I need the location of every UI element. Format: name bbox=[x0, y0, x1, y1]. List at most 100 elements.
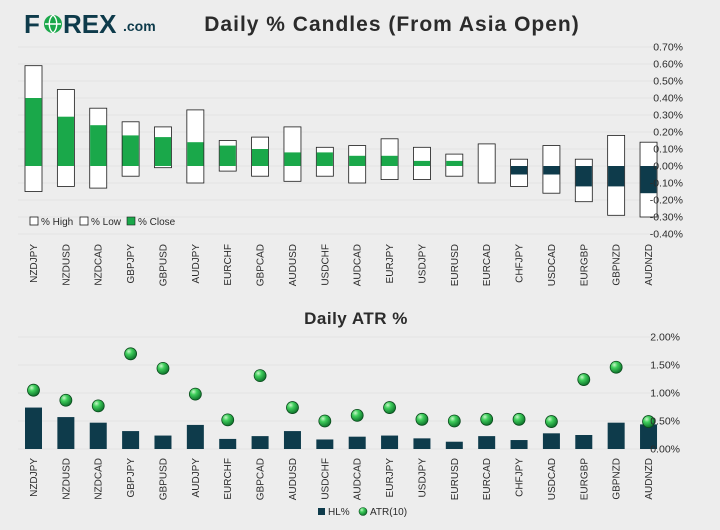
atr-hl-bar bbox=[381, 435, 399, 449]
candles-x-tick-label: USDCAD bbox=[547, 244, 558, 286]
atr-x-tick-label: AUDJPY bbox=[191, 458, 202, 498]
candles-gridlines bbox=[18, 46, 660, 235]
atr-x-tick-label: EURUSD bbox=[450, 458, 461, 500]
candles-y-tick-label: 0.60% bbox=[653, 59, 683, 71]
atr-x-tick-label: USDCAD bbox=[547, 458, 558, 500]
candles-y-tick-label: -0.40% bbox=[650, 229, 683, 241]
atr-y-tick-label: 1.50% bbox=[650, 360, 680, 372]
atr-point bbox=[642, 415, 655, 428]
atr-hl-bar bbox=[186, 424, 204, 449]
atr-x-tick-label: GBPCAD bbox=[256, 458, 267, 500]
atr-point bbox=[609, 360, 623, 374]
atr-hl-bar bbox=[89, 422, 107, 449]
atr-point bbox=[480, 412, 494, 426]
atr-x-tick-label: AUDNZD bbox=[644, 458, 655, 500]
atr-point bbox=[545, 415, 558, 428]
legend-hl-label: HL% bbox=[328, 507, 350, 518]
atr-x-tick-label: AUDCAD bbox=[353, 458, 364, 500]
candle-close-bar bbox=[446, 160, 463, 166]
atr-plot bbox=[25, 347, 658, 449]
atr-hl-bar bbox=[219, 438, 237, 449]
candle-close-bar bbox=[284, 152, 301, 166]
candles-y-tick-label: 0.40% bbox=[653, 93, 683, 105]
atr-point bbox=[286, 401, 299, 414]
candles-y-tick-label: 0.50% bbox=[653, 76, 683, 88]
atr-hl-bar bbox=[542, 433, 560, 449]
atr-x-tick-label: AUDUSD bbox=[288, 458, 299, 500]
candle-close-bar bbox=[219, 145, 236, 166]
atr-point bbox=[383, 401, 396, 414]
atr-hl-bar bbox=[25, 407, 42, 449]
candle-close-bar bbox=[608, 166, 625, 187]
candles-y-tick-label: 0.70% bbox=[653, 42, 683, 54]
candles-x-tick-label: AUDUSD bbox=[288, 244, 299, 286]
atr-hl-bar bbox=[251, 436, 269, 449]
candles-legend: % High % Low % Close bbox=[29, 216, 176, 228]
candles-x-tick-label: NZDCAD bbox=[94, 244, 105, 286]
candles-x-tick-label: GBPCAD bbox=[256, 244, 267, 286]
candles-x-tick-label: EURGBP bbox=[579, 244, 590, 287]
candles-x-tick-label: NZDJPY bbox=[29, 244, 40, 283]
atr-hl-bar bbox=[413, 438, 431, 449]
candle-close-bar bbox=[122, 135, 139, 166]
atr-x-tick-label: GBPUSD bbox=[158, 458, 169, 500]
candles-x-tick-label: AUDNZD bbox=[644, 244, 655, 286]
candles-chart-title: Daily % Candles (From Asia Open) bbox=[204, 13, 579, 36]
atr-x-axis: NZDJPY NZDUSD NZDCAD GBPJPY GBPUSD AUDJPY EURC… bbox=[29, 458, 655, 501]
atr-y-tick-label: 0.00% bbox=[650, 444, 680, 456]
candles-plot bbox=[24, 65, 658, 218]
candle-close-bar bbox=[57, 116, 74, 166]
atr-x-tick-label: NZDCAD bbox=[94, 458, 105, 500]
candles-x-tick-label: GBPNZD bbox=[612, 244, 623, 286]
legend-high-label: % High bbox=[41, 217, 73, 228]
atr-point bbox=[91, 399, 105, 413]
candles-y-tick-label: 0.10% bbox=[653, 144, 683, 156]
candles-x-tick-label: EURCHF bbox=[223, 244, 234, 286]
atr-chart-title: Daily ATR % bbox=[304, 309, 408, 328]
atr-point bbox=[124, 347, 138, 361]
legend-low-label: % Low bbox=[91, 217, 122, 228]
candle-close-bar bbox=[640, 166, 657, 194]
logo-globe-lines bbox=[45, 14, 61, 34]
legend-hl-swatch bbox=[318, 508, 325, 515]
atr-gridlines bbox=[18, 336, 660, 450]
atr-point bbox=[188, 387, 202, 401]
atr-legend: HL% ATR(10) bbox=[318, 507, 407, 518]
candles-y-tick-label: -0.20% bbox=[650, 195, 683, 207]
atr-point bbox=[318, 414, 332, 428]
candles-x-tick-label: GBPJPY bbox=[126, 244, 137, 284]
atr-hl-bar bbox=[154, 435, 172, 449]
candles-y-tick-label: -0.10% bbox=[650, 178, 683, 190]
atr-x-tick-label: CHFJPY bbox=[515, 458, 526, 497]
atr-point bbox=[253, 369, 267, 383]
atr-x-tick-label: USDCHF bbox=[320, 458, 331, 500]
candles-y-tick-label: 0.20% bbox=[653, 127, 683, 139]
atr-x-tick-label: GBPJPY bbox=[126, 458, 137, 498]
atr-hl-bar bbox=[122, 431, 140, 449]
atr-y-tick-label: 1.00% bbox=[650, 388, 680, 400]
atr-hl-bar bbox=[348, 436, 366, 449]
candles-x-tick-label: GBPUSD bbox=[158, 244, 169, 286]
atr-point bbox=[156, 361, 170, 375]
atr-x-tick-label: EURCAD bbox=[482, 458, 493, 500]
atr-hl-bar bbox=[640, 424, 658, 449]
atr-x-tick-label: EURGBP bbox=[579, 458, 590, 501]
candle-range-box bbox=[477, 143, 496, 184]
candle-close-bar bbox=[575, 166, 592, 187]
atr-hl-bar bbox=[57, 417, 75, 449]
candles-x-tick-label: AUDCAD bbox=[353, 244, 364, 286]
legend-close-label: % Close bbox=[138, 217, 176, 228]
atr-point bbox=[221, 413, 235, 427]
candle-close-bar bbox=[187, 142, 204, 166]
candles-x-tick-label: EURUSD bbox=[450, 244, 461, 286]
atr-hl-bar bbox=[445, 441, 463, 449]
atr-point bbox=[512, 412, 526, 426]
atr-point bbox=[59, 393, 73, 407]
atr-x-tick-label: GBPNZD bbox=[612, 458, 623, 500]
legend-atr-label: ATR(10) bbox=[370, 507, 407, 518]
logo-letters-rex: REX bbox=[63, 9, 117, 39]
candle-close-bar bbox=[25, 98, 42, 166]
atr-point bbox=[447, 414, 461, 428]
atr-hl-bar bbox=[510, 440, 528, 449]
